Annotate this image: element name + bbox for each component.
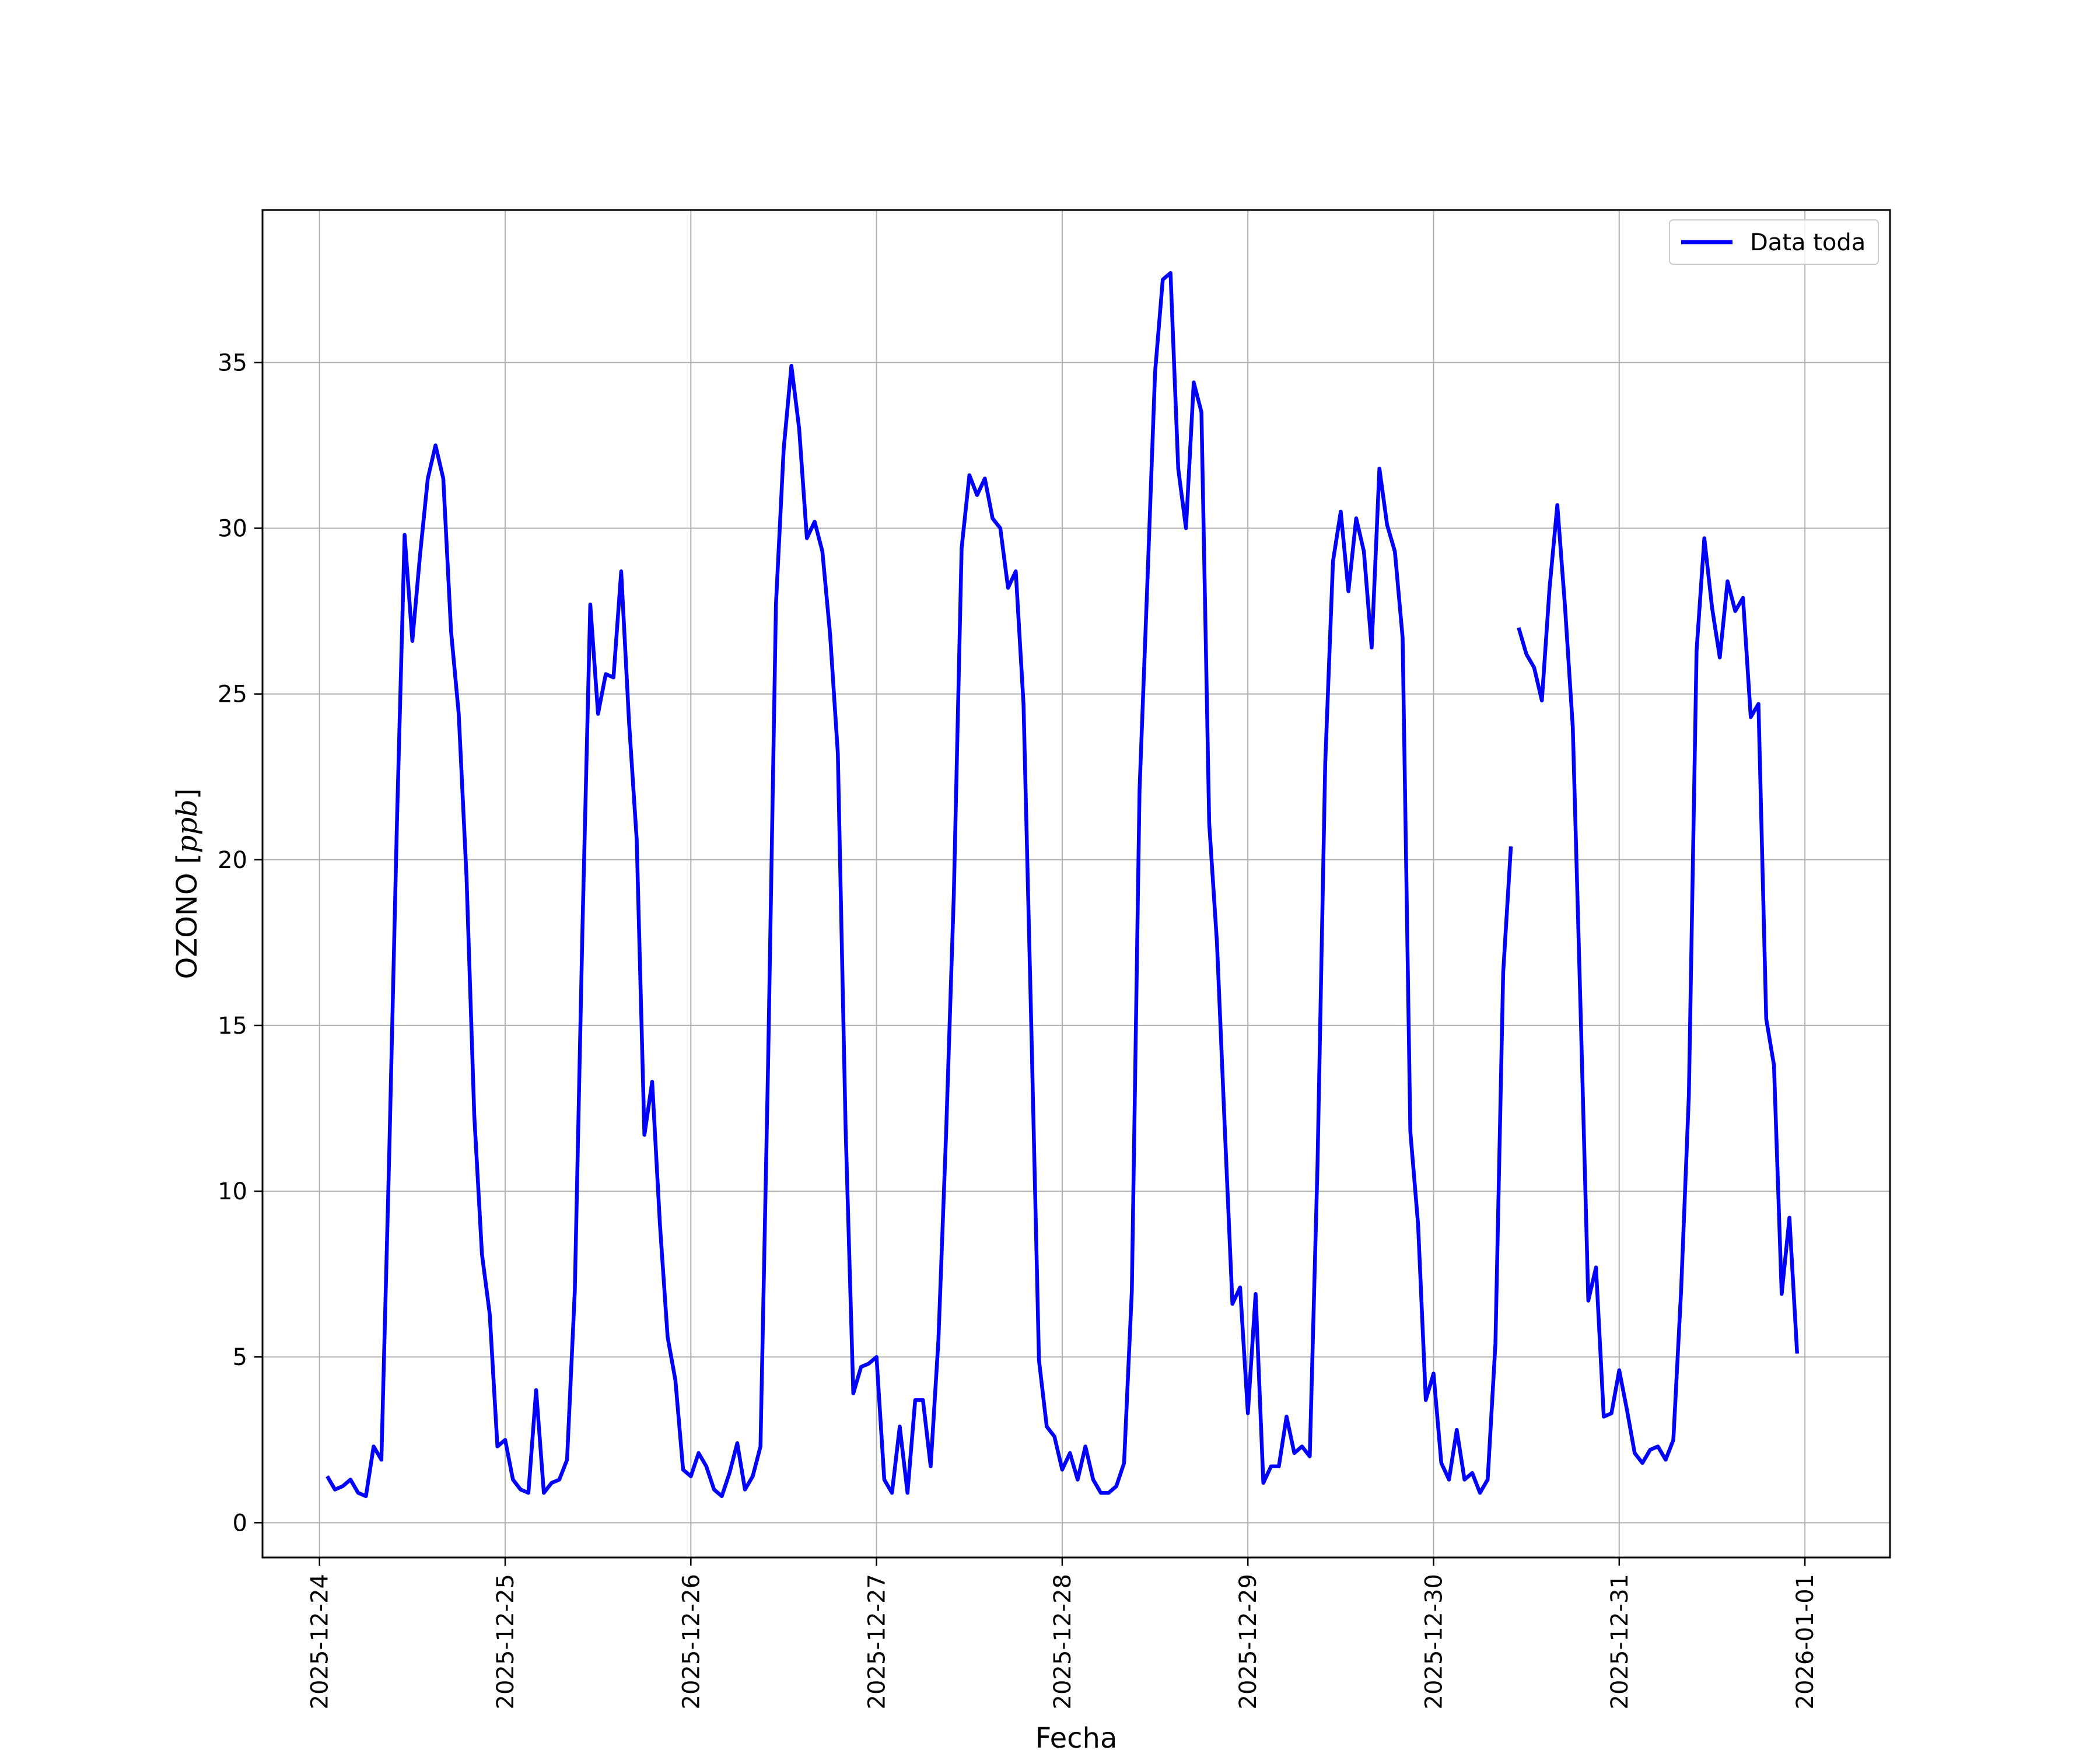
y-tick-label: 0 [233, 1510, 247, 1536]
legend: Data toda [1669, 219, 1879, 265]
x-tick-label: 2025-12-29 [1235, 1574, 1262, 1709]
series-layer [326, 271, 1800, 1499]
x-tick-label: 2025-12-27 [864, 1574, 891, 1709]
grid [262, 210, 1890, 1558]
y-tick-label: 15 [218, 1013, 247, 1040]
x-tick-label: 2025-12-28 [1049, 1574, 1076, 1709]
x-tick-label: 2025-12-31 [1606, 1574, 1633, 1709]
series-line [326, 271, 1800, 1499]
y-tick-label: 5 [233, 1344, 247, 1371]
x-tick-label: 2025-12-25 [492, 1574, 519, 1709]
y-tick-label: 20 [218, 847, 247, 874]
y-tick-label: 10 [218, 1178, 247, 1205]
y-axis-label-bracket-close: ] [171, 788, 204, 799]
x-axis-label: Fecha [1035, 1722, 1118, 1750]
x-axis: 2025-12-24 2025-12-25 2025-12-26 2025-12-27… [307, 1558, 1819, 1709]
y-axis-label: OZONO [ppb] [171, 788, 204, 979]
x-tick-label: 2025-12-24 [307, 1574, 334, 1709]
x-tick-label: 2026-01-01 [1792, 1574, 1819, 1709]
y-axis-label-unit: ppb [171, 799, 204, 853]
y-axis-label-main: OZONO [171, 864, 204, 979]
series-segment [1517, 503, 1800, 1465]
series-segment [326, 271, 1513, 1499]
y-axis-label-bracket-open: [ [171, 853, 204, 864]
legend-label: Data toda [1750, 229, 1866, 256]
plot-frame [261, 209, 1891, 1559]
y-tick-label: 35 [218, 349, 247, 376]
x-tick-label: 2025-12-26 [678, 1574, 705, 1709]
x-tick-label: 2025-12-30 [1421, 1574, 1448, 1709]
y-tick-label: 25 [218, 681, 247, 708]
y-axis: 0 5 10 15 20 25 30 35 [218, 349, 262, 1536]
y-tick-label: 30 [218, 516, 247, 542]
legend-box [1669, 219, 1879, 265]
